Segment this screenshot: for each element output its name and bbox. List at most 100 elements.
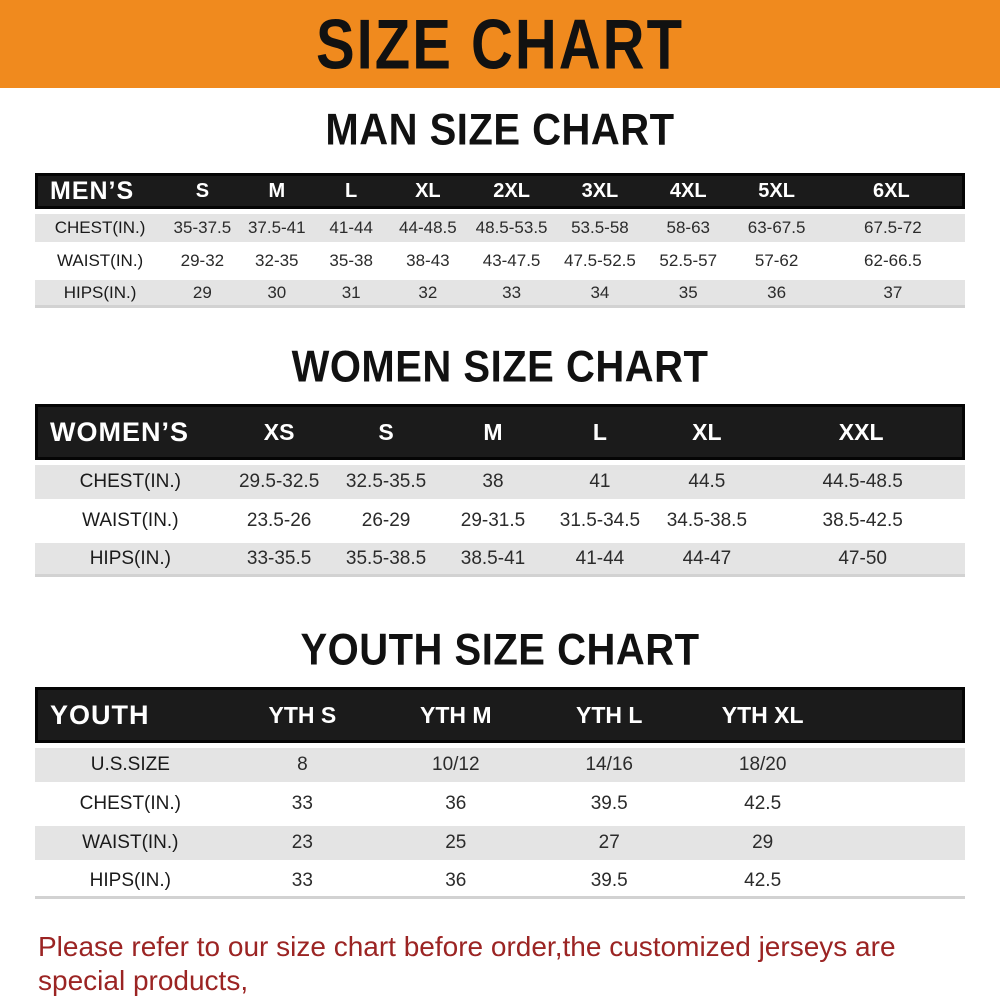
size-value-cell: 42.5 [685, 787, 840, 821]
youth-size-table: YOUTH YTH S YTH M YTH L YTH XL U.S.SIZE 8 10/1… [35, 682, 965, 904]
row-label: WAIST(IN.) [35, 247, 166, 275]
column-header: 5XL [732, 173, 821, 209]
man-size-chart-title: MAN SIZE CHART [325, 105, 675, 155]
row-label: HIPS(IN.) [35, 865, 226, 899]
size-value-cell: 44-47 [653, 543, 761, 577]
size-value-cell: 47-50 [760, 543, 965, 577]
size-value-cell: 39.5 [532, 865, 686, 899]
size-value-cell: 44.5 [653, 465, 761, 499]
size-value-cell: 38-43 [388, 247, 468, 275]
size-value-cell: 29.5-32.5 [225, 465, 333, 499]
table-row: CHEST(IN.) 35-37.5 37.5-41 41-44 44-48.5 48.5… [35, 214, 965, 242]
row-label: U.S.SIZE [35, 748, 226, 782]
size-value-cell: 35-38 [313, 247, 389, 275]
size-value-cell: 44.5-48.5 [760, 465, 965, 499]
table-row: HIPS(IN.) 33-35.5 35.5-38.5 38.5-41 41-44 44-… [35, 543, 965, 577]
size-value-cell: 26-29 [332, 504, 440, 538]
column-header: 2XL [467, 173, 556, 209]
size-chart-content: MAN SIZE CHART MEN’S S M L XL 2XL 3XL 4XL 5XL 6XL… [35, 105, 965, 904]
size-value-cell: 38 [439, 465, 547, 499]
size-value-cell: 37.5-41 [239, 214, 314, 242]
column-header: XL [388, 173, 468, 209]
size-value-cell: 41-44 [546, 543, 654, 577]
size-value-cell: 41-44 [313, 214, 389, 242]
spacer-cell [839, 787, 965, 821]
row-label: WAIST(IN.) [35, 826, 226, 860]
size-chart-banner: SIZE CHART [0, 0, 1000, 88]
disclaimer-line-1: Please refer to our size chart before or… [38, 931, 896, 996]
size-value-cell: 58-63 [644, 214, 733, 242]
size-value-cell: 62-66.5 [820, 247, 965, 275]
size-value-cell: 35-37.5 [165, 214, 240, 242]
size-value-cell: 67.5-72 [820, 214, 965, 242]
size-value-cell: 36 [379, 865, 533, 899]
row-label: CHEST(IN.) [35, 214, 166, 242]
spacer-cell [839, 687, 965, 743]
size-value-cell: 36 [379, 787, 533, 821]
size-value-cell: 23.5-26 [225, 504, 333, 538]
table-row: WAIST(IN.) 23 25 27 29 [35, 826, 965, 860]
column-header: L [313, 173, 389, 209]
size-value-cell: 33 [225, 865, 380, 899]
table-row: CHEST(IN.) 33 36 39.5 42.5 [35, 787, 965, 821]
size-value-cell: 31 [313, 280, 389, 308]
size-value-cell: 35 [644, 280, 733, 308]
size-value-cell: 31.5-34.5 [546, 504, 654, 538]
size-value-cell: 37 [820, 280, 965, 308]
womens-header-row: WOMEN’S XS S M L XL XXL [35, 404, 965, 460]
row-label: CHEST(IN.) [35, 787, 226, 821]
size-value-cell: 32-35 [239, 247, 314, 275]
size-value-cell: 57-62 [732, 247, 821, 275]
size-value-cell: 23 [225, 826, 380, 860]
table-header-label: WOMEN’S [35, 404, 226, 460]
size-value-cell: 25 [379, 826, 533, 860]
column-header: XL [653, 404, 761, 460]
table-row: CHEST(IN.) 29.5-32.5 32.5-35.5 38 41 44.5 44.5… [35, 465, 965, 499]
spacer-cell [839, 826, 965, 860]
size-value-cell: 63-67.5 [732, 214, 821, 242]
size-value-cell: 42.5 [685, 865, 840, 899]
size-value-cell: 48.5-53.5 [467, 214, 556, 242]
size-value-cell: 14/16 [532, 748, 686, 782]
size-value-cell: 39.5 [532, 787, 686, 821]
table-row: WAIST(IN.) 29-32 32-35 35-38 38-43 43-47.5 47.… [35, 247, 965, 275]
row-label: HIPS(IN.) [35, 280, 166, 308]
size-value-cell: 29-32 [165, 247, 240, 275]
size-value-cell: 53.5-58 [555, 214, 645, 242]
mens-header-row: MEN’S S M L XL 2XL 3XL 4XL 5XL 6XL [35, 173, 965, 209]
size-value-cell: 34 [555, 280, 645, 308]
size-value-cell: 33 [467, 280, 556, 308]
size-value-cell: 43-47.5 [467, 247, 556, 275]
size-value-cell: 44-48.5 [388, 214, 468, 242]
table-row: WAIST(IN.) 23.5-26 26-29 29-31.5 31.5-34.5 34… [35, 504, 965, 538]
size-value-cell: 33 [225, 787, 380, 821]
banner-title: SIZE CHART [316, 4, 684, 84]
youth-header-row: YOUTH YTH S YTH M YTH L YTH XL [35, 687, 965, 743]
size-value-cell: 52.5-57 [644, 247, 733, 275]
column-header: XXL [760, 404, 965, 460]
size-value-cell: 29 [685, 826, 840, 860]
youth-size-chart-title: YOUTH SIZE CHART [300, 625, 700, 675]
column-header: M [239, 173, 314, 209]
size-value-cell: 35.5-38.5 [332, 543, 440, 577]
size-value-cell: 32 [388, 280, 468, 308]
spacer-cell [839, 865, 965, 899]
column-header: 3XL [555, 173, 645, 209]
table-header-label: MEN’S [35, 173, 166, 209]
size-value-cell: 36 [732, 280, 821, 308]
disclaimer-text: Please refer to our size chart before or… [0, 930, 1000, 1000]
column-header: YTH L [532, 687, 686, 743]
size-value-cell: 18/20 [685, 748, 840, 782]
size-value-cell: 38.5-41 [439, 543, 547, 577]
size-value-cell: 10/12 [379, 748, 533, 782]
column-header: YTH XL [685, 687, 840, 743]
table-row: HIPS(IN.) 33 36 39.5 42.5 [35, 865, 965, 899]
size-value-cell: 8 [225, 748, 380, 782]
column-header: YTH M [379, 687, 533, 743]
column-header: S [332, 404, 440, 460]
size-value-cell: 38.5-42.5 [760, 504, 965, 538]
womens-size-table: WOMEN’S XS S M L XL XXL CHEST(IN.) 29.5-32.5 32.… [35, 399, 965, 582]
row-label: CHEST(IN.) [35, 465, 226, 499]
column-header: XS [225, 404, 333, 460]
row-label: WAIST(IN.) [35, 504, 226, 538]
